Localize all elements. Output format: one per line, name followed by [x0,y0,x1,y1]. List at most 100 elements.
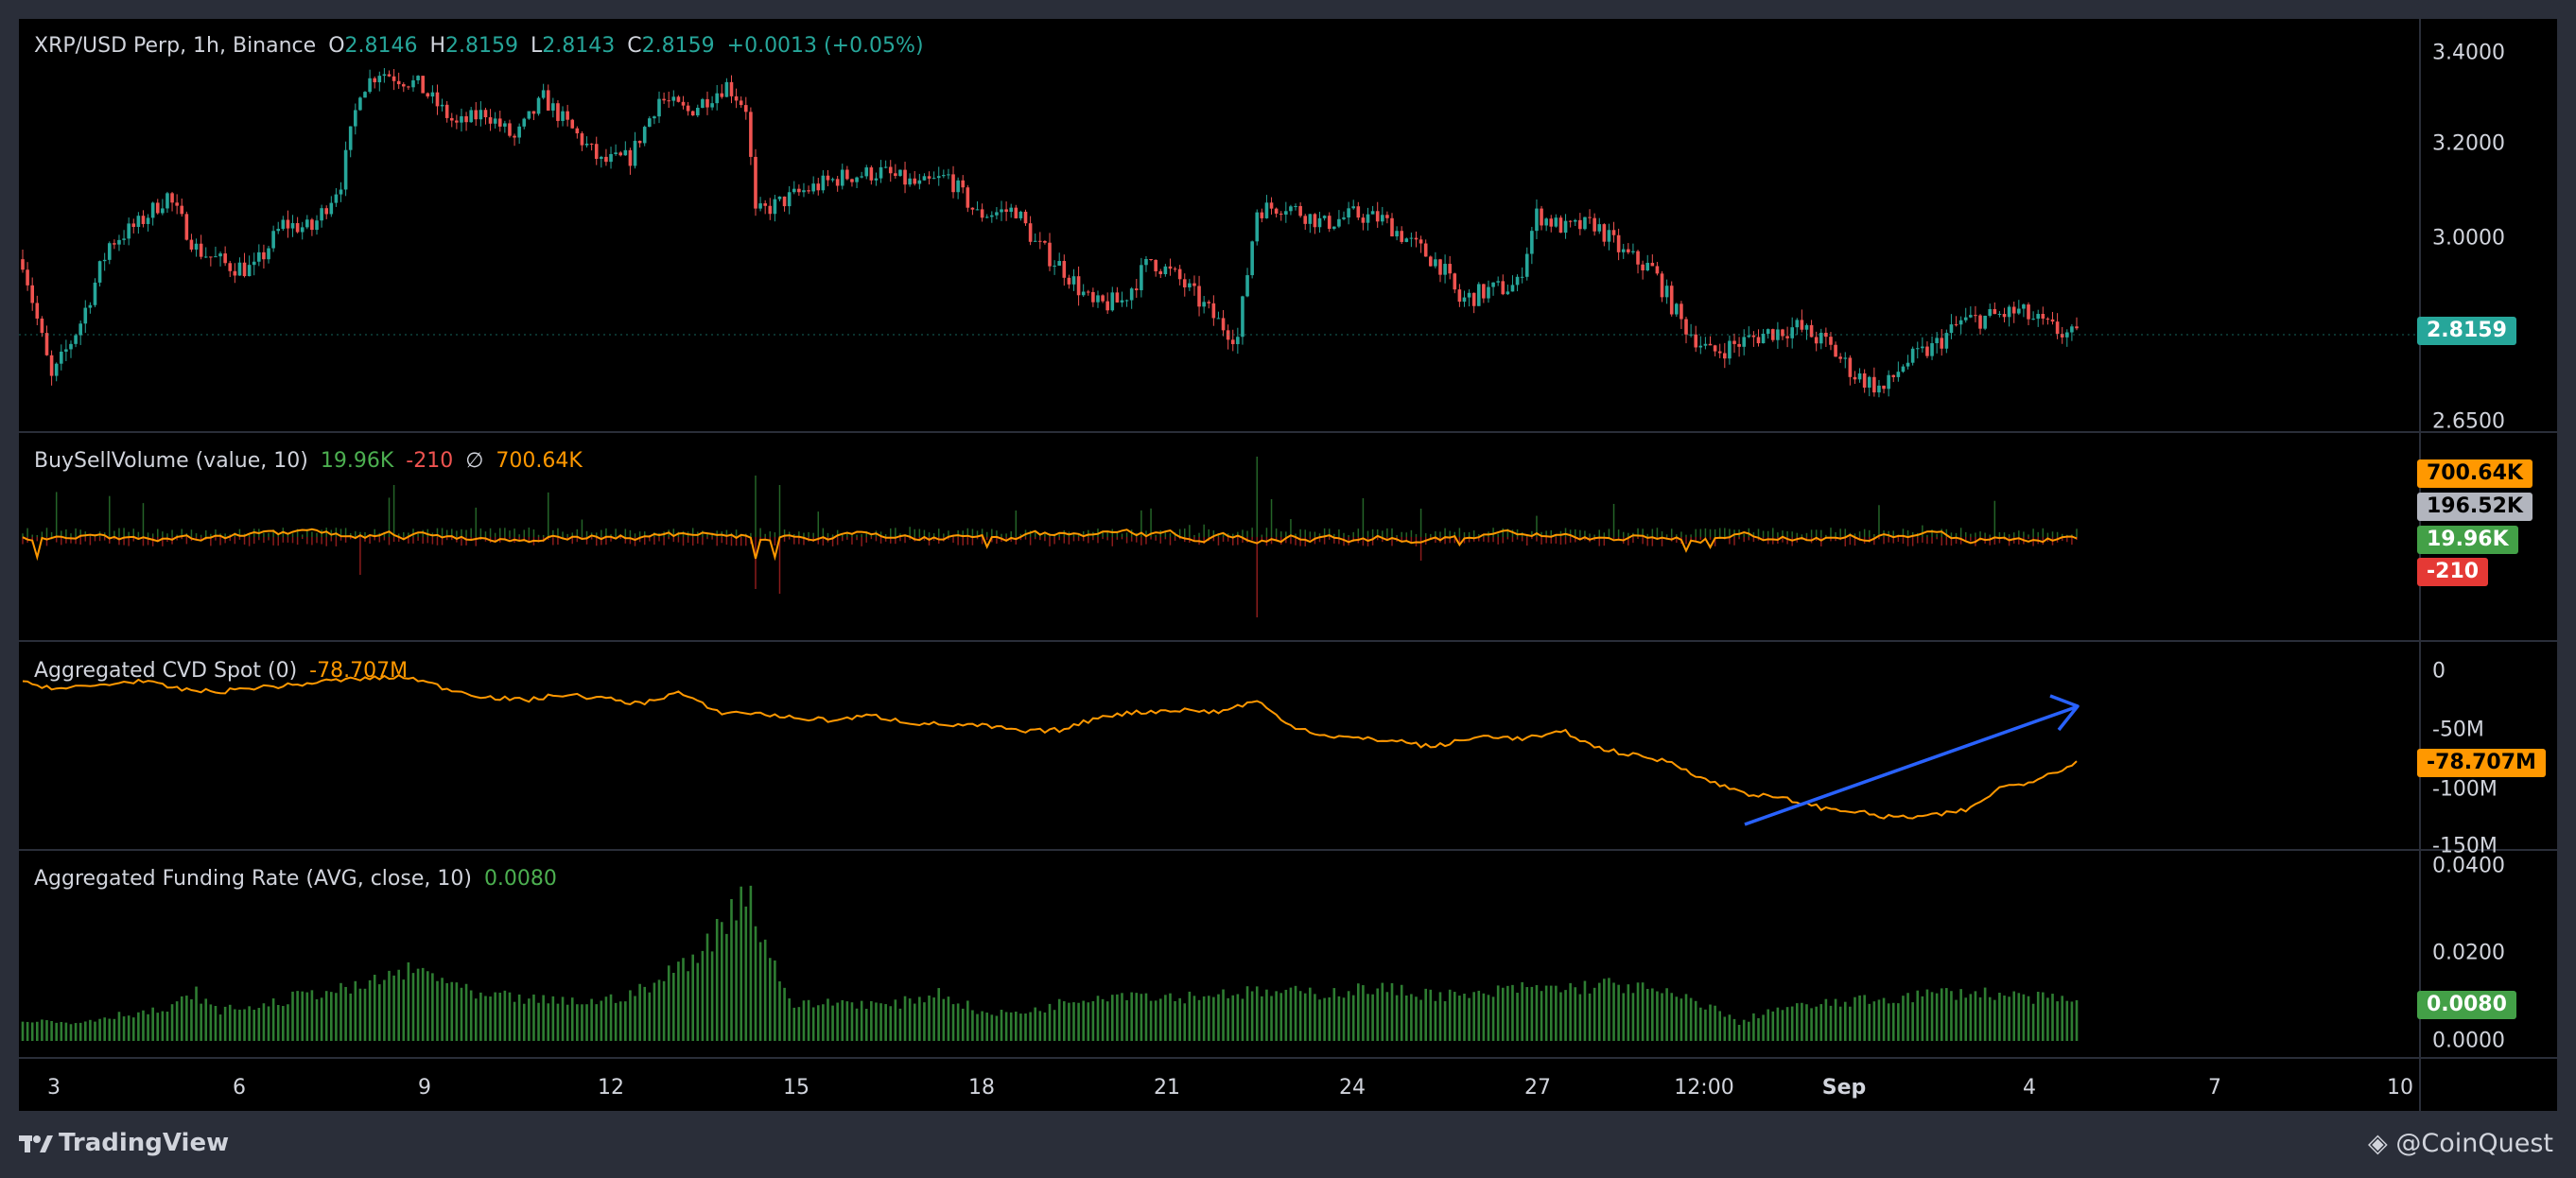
chart-frame[interactable]: XRP/USD Perp, 1h, Binance O2.8146 H2.815… [19,19,2557,1111]
candle-body [387,74,392,77]
candle-body [1264,202,1269,218]
candle-body [1910,348,1915,363]
candle-body [493,118,497,124]
chart-canvas[interactable] [19,19,2557,1111]
candle-body [1530,231,1534,254]
candle-body [1124,300,1129,302]
candle-body [1515,276,1520,286]
candle-body [802,190,806,193]
pane-separator[interactable] [19,640,2557,642]
candle-body [1110,292,1115,311]
cvd-legend[interactable]: Aggregated CVD Spot (0) -78.707M [34,659,413,683]
candle-body [1332,226,1336,230]
candle-body [961,180,966,188]
candle-body [343,149,348,190]
candle-body [686,105,690,112]
candle-body [146,217,150,224]
candle-body [1154,259,1157,271]
candle-body [382,74,387,77]
time-tick: 4 [2023,1076,2036,1100]
funding-title[interactable]: Aggregated Funding Rate (AVG, close, 10) [34,867,472,891]
candle-body [2031,319,2035,320]
candle-body [1337,218,1341,227]
candle-body [931,178,936,180]
candle-body [1308,214,1313,224]
pane-separator[interactable] [19,849,2557,851]
candle-body [1250,241,1254,276]
candle-body [1824,333,1828,338]
candle-body [1814,337,1819,344]
candle-body [464,116,468,123]
candle-body [1457,289,1462,303]
candle-body [199,243,203,257]
candle-body [252,261,256,266]
candle-body [821,175,826,191]
candle-body [618,152,623,156]
candle-body [363,92,367,98]
candle-body [1491,282,1495,287]
candle-body [633,140,637,166]
candle-body [1621,249,1626,252]
candle-body [1230,339,1235,344]
candle-body [59,351,63,364]
candle-body [324,208,329,215]
candle-body [1211,303,1216,319]
candle-body [1317,217,1322,228]
candle-body [1616,234,1621,252]
candle-body [421,76,425,94]
candle-body [113,243,116,245]
avg-value: 700.64K [496,449,583,473]
candle-body [1627,249,1630,252]
candle-body [1915,348,1920,350]
candle-body [1583,217,1587,230]
candle-body [1067,277,1071,285]
candle-body [1400,231,1403,242]
candle-body [2017,308,2021,314]
candle-body [1650,263,1655,267]
candle-body [141,216,146,224]
candle-body [1549,218,1554,227]
candle-body [1298,205,1302,217]
candle-body [1289,206,1293,212]
candle-body [1747,335,1751,338]
candle-body [170,193,174,203]
main-legend[interactable]: XRP/USD Perp, 1h, Binance O2.8146 H2.815… [34,34,930,58]
candle-body [233,270,237,276]
candle-body [1694,334,1698,348]
candle-body [970,207,975,210]
candle-body [546,90,550,111]
candle-body [1776,329,1780,340]
buysell-legend[interactable]: BuySellVolume (value, 10) 19.96K -210 ∅ … [34,449,588,473]
candle-body [354,110,357,127]
candle-body [310,219,314,231]
pane-separator[interactable] [19,431,2557,433]
candle-body [1641,264,1645,270]
candle-body [1935,338,1939,344]
cvd-title[interactable]: Aggregated CVD Spot (0) [34,659,298,683]
tradingview-logo[interactable]: TradingView [19,1129,229,1157]
symbol-title[interactable]: XRP/USD Perp, 1h, Binance [34,34,317,58]
price-tick: 3.4000 [2432,41,2505,65]
candle-body [44,333,49,355]
candle-body [74,335,78,344]
funding-legend[interactable]: Aggregated Funding Rate (AVG, close, 10)… [34,867,563,891]
candle-body [150,202,155,218]
candle-body [315,220,319,231]
candle-body [696,107,700,116]
candle-body [869,167,874,181]
candle-body [35,303,40,319]
candle-body [705,98,709,108]
candle-body [455,120,459,123]
candle-body [49,355,54,376]
candle-body [290,223,295,229]
candle-body [1958,320,1963,325]
candle-body [26,269,29,286]
candle-body [1423,243,1428,257]
candle-body [1843,357,1848,359]
buysell-title[interactable]: BuySellVolume (value, 10) [34,449,308,473]
candle-body [69,343,73,350]
candle-body [768,205,773,215]
candle-body [1766,329,1770,335]
candle-body [305,219,309,228]
candle-body [1906,362,1910,367]
